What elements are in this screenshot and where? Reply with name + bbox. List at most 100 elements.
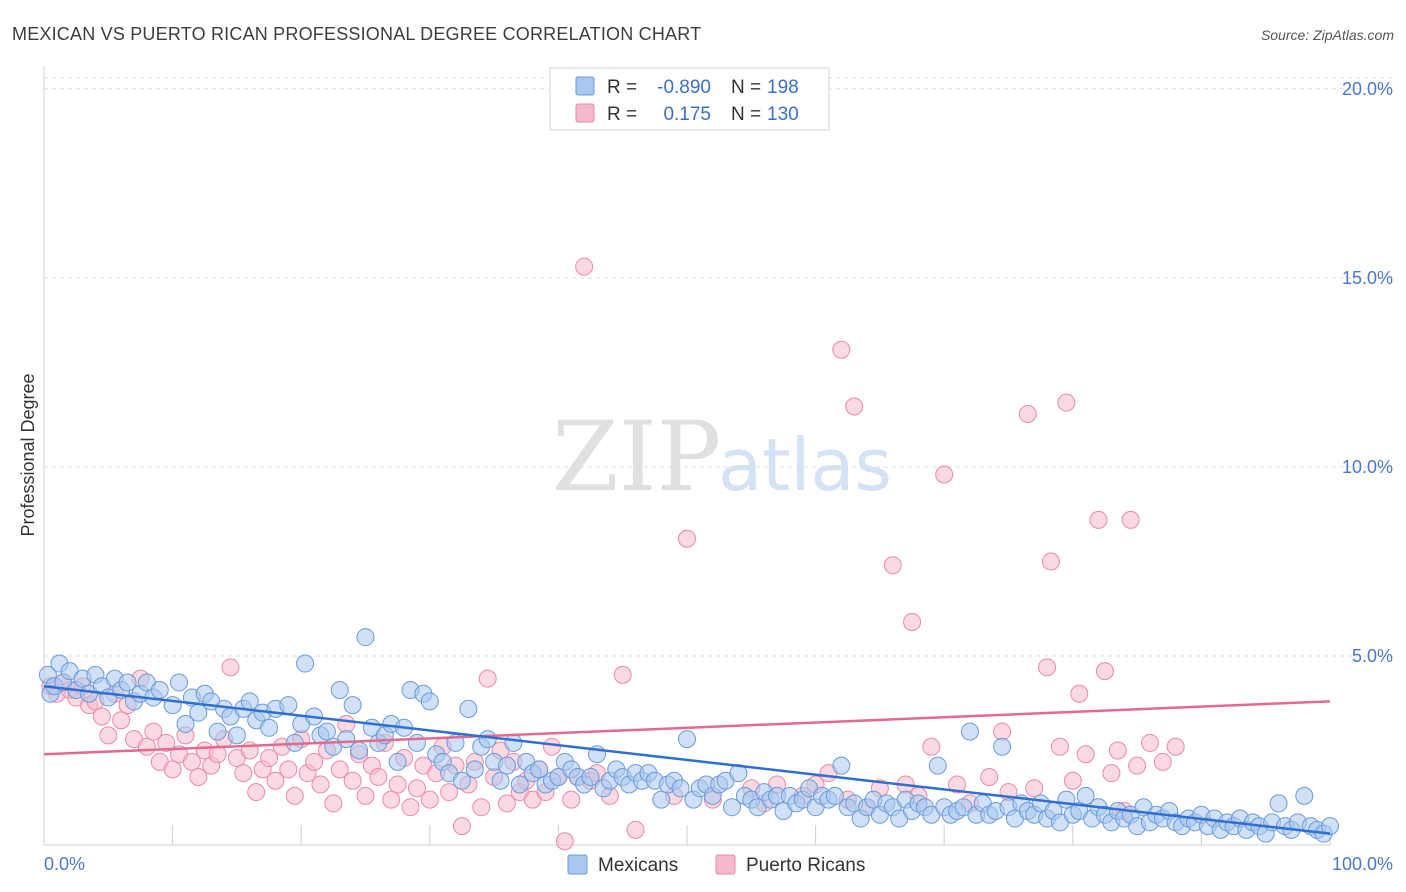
puerto-rican-point-118 bbox=[1050, 737, 1069, 756]
y-tick-label-0: 5.0% bbox=[1352, 646, 1393, 666]
watermark: ZIP atlas bbox=[552, 401, 892, 513]
puerto-rican-point-131 bbox=[1153, 752, 1172, 771]
puerto-rican-point-120 bbox=[1063, 771, 1082, 790]
mexican-point-27 bbox=[208, 722, 227, 741]
legend-n-label-2: N = bbox=[731, 104, 761, 125]
puerto-rican-point-111 bbox=[980, 767, 999, 786]
x-tick-label-1: 100.0% bbox=[1332, 854, 1393, 874]
puerto-rican-point-130 bbox=[1140, 733, 1159, 752]
puerto-rican-point-56 bbox=[401, 798, 420, 817]
x-tick-labels: 0.0% 100.0% bbox=[44, 854, 1393, 874]
puerto-rican-point-81 bbox=[562, 790, 581, 809]
puerto-rican-point-108 bbox=[935, 465, 954, 484]
puerto-rican-point-16 bbox=[144, 722, 163, 741]
puerto-rican-point-117 bbox=[1041, 552, 1060, 571]
puerto-rican-point-28 bbox=[221, 658, 240, 677]
mexican-point-123 bbox=[832, 756, 851, 775]
puerto-rican-point-42 bbox=[311, 775, 330, 794]
puerto-rican-point-37 bbox=[279, 760, 298, 779]
mexican-point-64 bbox=[452, 771, 471, 790]
axes bbox=[43, 66, 1331, 846]
puerto-rican-point-57 bbox=[407, 779, 426, 798]
legend-r-label-1: R = bbox=[607, 77, 637, 98]
puerto-rican-trend-line bbox=[43, 700, 1331, 756]
puerto-rican-point-87 bbox=[613, 665, 632, 684]
mexican-trend-line bbox=[43, 684, 1331, 835]
mexican-point-71 bbox=[497, 756, 516, 775]
puerto-rican-point-30 bbox=[234, 764, 253, 783]
legend-item-mexicans: Mexicans bbox=[598, 855, 678, 876]
y-tick-labels: 5.0% 10.0% 15.0% 20.0% bbox=[1342, 79, 1393, 666]
mexican-point-14 bbox=[118, 673, 137, 692]
puerto-rican-point-53 bbox=[382, 790, 401, 809]
series-legend: Mexicans Puerto Ricans bbox=[567, 854, 865, 876]
puerto-rican-point-26 bbox=[208, 745, 227, 764]
puerto-rican-point-22 bbox=[182, 752, 201, 771]
mexican-point-148 bbox=[993, 737, 1012, 756]
puerto-rican-point-59 bbox=[420, 790, 439, 809]
y-tick-label-3: 20.0% bbox=[1342, 79, 1393, 99]
puerto-rican-point-64 bbox=[452, 817, 471, 836]
mexican-point-21 bbox=[170, 673, 189, 692]
puerto-rican-point-119 bbox=[1057, 393, 1076, 412]
puerto-rican-point-11 bbox=[112, 711, 131, 730]
puerto-rican-point-35 bbox=[266, 771, 285, 790]
mexican-point-143 bbox=[960, 722, 979, 741]
mexican-point-48 bbox=[350, 741, 369, 760]
legend-n-value-2: 130 bbox=[767, 104, 799, 125]
puerto-rican-point-38 bbox=[285, 786, 304, 805]
mexican-point-195 bbox=[1295, 786, 1314, 805]
legend-item-puerto-ricans: Puerto Ricans bbox=[746, 855, 865, 876]
puerto-rican-point-124 bbox=[1095, 662, 1114, 681]
trend-lines bbox=[43, 684, 1331, 835]
mexican-point-30 bbox=[227, 726, 246, 745]
mexican-points bbox=[38, 628, 1339, 843]
puerto-rican-point-121 bbox=[1070, 684, 1089, 703]
puerto-rican-point-19 bbox=[163, 760, 182, 779]
mexican-point-54 bbox=[388, 752, 407, 771]
legend-n-label-1: N = bbox=[731, 77, 761, 98]
mexican-point-22 bbox=[176, 715, 195, 734]
mexican-point-35 bbox=[260, 718, 279, 737]
mexican-point-84 bbox=[581, 767, 600, 786]
y-axis-label: Professional Degree bbox=[18, 373, 38, 536]
puerto-rican-point-68 bbox=[478, 669, 497, 688]
mexican-point-72 bbox=[504, 733, 523, 752]
puerto-rican-point-83 bbox=[575, 257, 594, 276]
legend-r-value-1: -0.890 bbox=[657, 77, 711, 98]
puerto-rican-point-107 bbox=[922, 737, 941, 756]
puerto-rican-point-122 bbox=[1076, 745, 1095, 764]
mexican-point-70 bbox=[491, 771, 510, 790]
puerto-rican-point-114 bbox=[1018, 405, 1037, 424]
mexican-point-45 bbox=[330, 681, 349, 699]
x-tick-label-0: 0.0% bbox=[44, 854, 85, 874]
mexican-point-191 bbox=[1269, 794, 1288, 813]
gridlines bbox=[44, 77, 1394, 657]
puerto-rican-point-109 bbox=[948, 775, 967, 794]
watermark-atlas: atlas bbox=[718, 423, 892, 507]
puerto-rican-point-67 bbox=[472, 798, 491, 817]
mexican-point-49 bbox=[356, 628, 375, 647]
puerto-rican-point-98 bbox=[832, 340, 851, 359]
puerto-rican-point-128 bbox=[1121, 510, 1140, 529]
mexican-point-122 bbox=[825, 786, 844, 805]
puerto-rican-point-105 bbox=[903, 612, 922, 631]
puerto-rican-point-34 bbox=[260, 749, 279, 768]
legend-r-label-2: R = bbox=[607, 104, 637, 125]
puerto-rican-point-32 bbox=[247, 783, 266, 802]
puerto-rican-point-9 bbox=[99, 726, 118, 745]
puerto-rican-point-126 bbox=[1108, 741, 1127, 760]
mexican-point-98 bbox=[671, 779, 690, 798]
y-tick-label-1: 10.0% bbox=[1342, 457, 1393, 477]
mexican-point-199 bbox=[1321, 817, 1339, 836]
correlation-legend: R = -0.890 N = 198 R = 0.175 N = 130 bbox=[549, 67, 830, 131]
legend-n-value-1: 198 bbox=[767, 77, 799, 98]
puerto-rican-point-51 bbox=[369, 767, 388, 786]
puerto-rican-point-132 bbox=[1166, 737, 1185, 756]
puerto-rican-point-90 bbox=[678, 529, 696, 548]
legend-swatch-puerto-ricans bbox=[575, 103, 595, 123]
puerto-rican-point-41 bbox=[305, 752, 324, 771]
mexican-point-43 bbox=[317, 722, 336, 741]
mexican-point-59 bbox=[420, 692, 439, 711]
